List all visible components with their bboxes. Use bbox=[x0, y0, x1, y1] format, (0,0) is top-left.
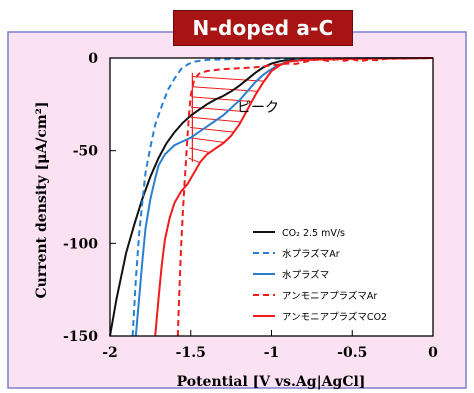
legend-label-0: CO₂ 2.5 mV/s bbox=[282, 228, 345, 239]
hatch-line bbox=[189, 137, 225, 143]
hatch-line bbox=[191, 96, 252, 103]
hatch-line bbox=[188, 157, 201, 164]
series-line-0 bbox=[109, 57, 434, 337]
y-tick-label: -50 bbox=[73, 144, 99, 160]
x-tick-label: -1 bbox=[264, 345, 280, 361]
series-line-1 bbox=[131, 57, 434, 337]
hatch-line bbox=[192, 76, 265, 82]
x-tick-label: -0.5 bbox=[337, 345, 367, 361]
y-tick-label: 0 bbox=[88, 51, 98, 67]
axes-group: -2 -1.5 -1 -0.5 0 0 -50 -100 -150 bbox=[63, 51, 438, 361]
peak-annotation: ピーク bbox=[237, 100, 279, 116]
series-line-4 bbox=[154, 57, 434, 337]
legend-label-2: 水プラズマ bbox=[282, 269, 329, 281]
x-axis-label: Potential [V vs.Ag|AgCl] bbox=[177, 374, 366, 390]
x-tick-label: 0 bbox=[428, 345, 438, 361]
y-tick-label: -150 bbox=[63, 329, 98, 345]
legend-label-4: アンモニアプラズマCO2 bbox=[282, 311, 387, 323]
y-axis-label: Current density [μA/cm²] bbox=[34, 102, 50, 299]
chart-title-box: N-doped a-C bbox=[173, 10, 353, 46]
series-line-3 bbox=[176, 57, 434, 337]
x-tick-label: -1.5 bbox=[176, 345, 206, 361]
x-tick-label: -2 bbox=[102, 345, 118, 361]
legend-label-1: 水プラズマAr bbox=[282, 248, 340, 260]
y-tick-label: -100 bbox=[63, 236, 98, 252]
hatch-line bbox=[190, 127, 234, 133]
legend-label-3: アンモニアプラズマAr bbox=[282, 290, 377, 302]
panel-frame bbox=[7, 31, 467, 389]
series-group bbox=[109, 57, 434, 337]
peak-hatch bbox=[188, 72, 265, 164]
chart-title: N-doped a-C bbox=[192, 16, 334, 40]
plot-area bbox=[110, 58, 433, 336]
